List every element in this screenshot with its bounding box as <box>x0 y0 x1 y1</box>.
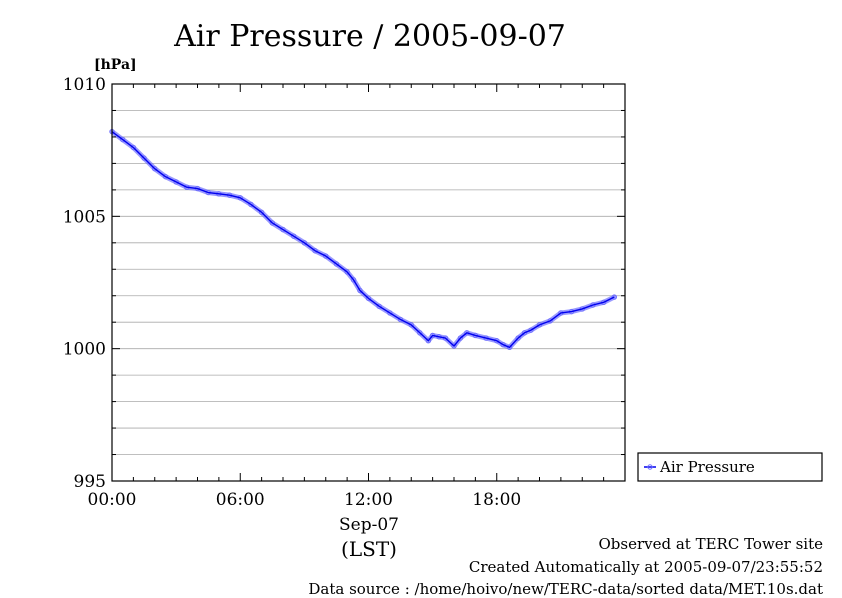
series-line <box>111 131 615 349</box>
y-axis-unit-label: [hPa] <box>94 57 137 73</box>
grid-lines <box>112 110 625 455</box>
series-markers <box>109 128 618 351</box>
x-tick-label: 18:00 <box>472 490 521 510</box>
legend-marker-swatch <box>647 464 653 470</box>
legend-box <box>637 452 823 482</box>
x-tick-label: 06:00 <box>216 490 265 510</box>
x-axis-timezone-label: (LST) <box>341 537 397 561</box>
y-axis-tick-labels: 995 1000 1005 1010 <box>63 75 106 492</box>
y-tick-label: 995 <box>74 472 106 492</box>
legend-entry-air-pressure: Air Pressure <box>659 458 755 476</box>
axis-ticks <box>111 83 626 482</box>
x-axis-tick-labels: 00:00 06:00 12:00 18:00 <box>88 490 522 510</box>
created-timestamp-text: Created Automatically at 2005-09-07/23:5… <box>468 558 823 576</box>
plot-area <box>109 128 618 351</box>
chart-title: Air Pressure / 2005-09-07 <box>173 19 566 54</box>
data-source-text: Data source : /home/hoivo/new/TERC-data/… <box>308 580 823 598</box>
series-band <box>109 129 617 350</box>
legend: Air Pressure <box>637 452 823 482</box>
x-tick-label: 12:00 <box>344 490 393 510</box>
observation-site-text: Observed at TERC Tower site <box>598 535 823 553</box>
y-tick-label: 1010 <box>63 75 106 95</box>
y-tick-label: 1000 <box>63 340 106 360</box>
y-tick-label: 1005 <box>63 207 106 227</box>
plot-frame <box>111 83 626 482</box>
x-axis-date-label: Sep-07 <box>339 515 399 535</box>
x-tick-label: 00:00 <box>88 490 137 510</box>
